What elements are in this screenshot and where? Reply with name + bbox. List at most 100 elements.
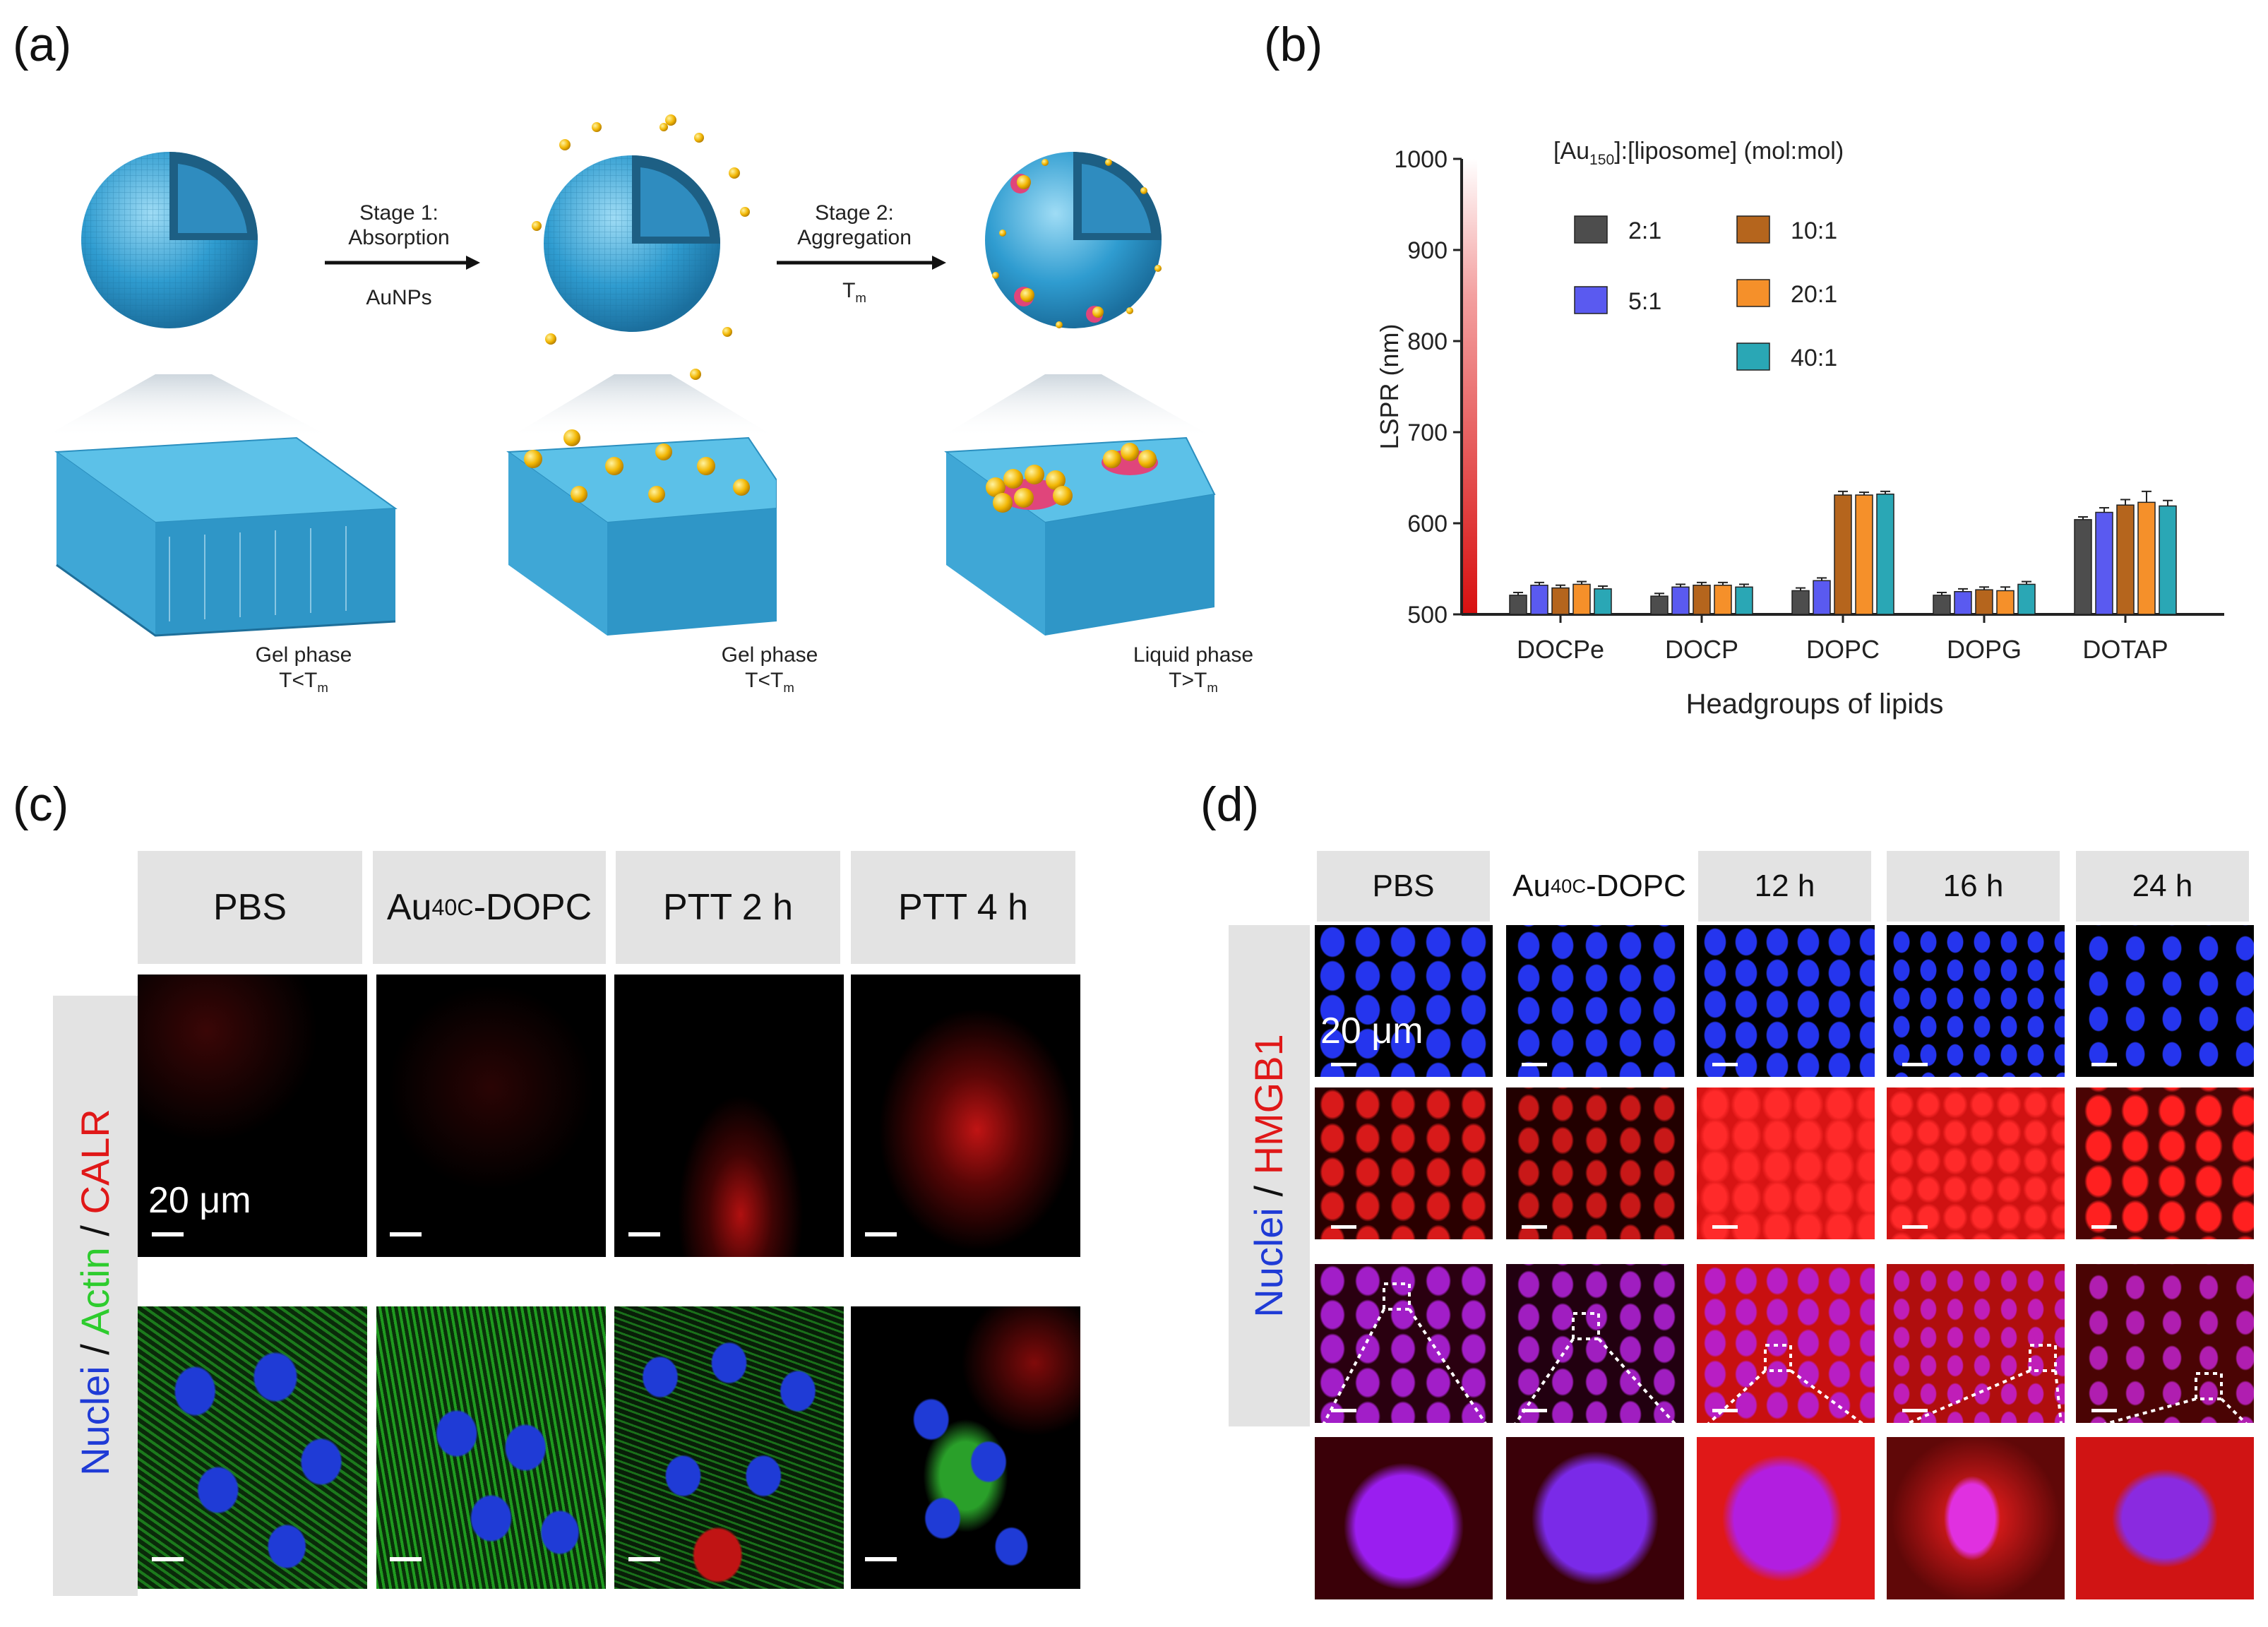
d-side-label: Nuclei / HMGB1 [1246, 1034, 1291, 1318]
lipid-bilayer-3 [944, 436, 1216, 636]
y-tick-label: 800 [1407, 328, 1448, 355]
legend-swatch [1736, 342, 1770, 371]
c-scalebar-6 [390, 1557, 422, 1561]
bar [2095, 511, 2113, 615]
d-side-label-box [1229, 925, 1310, 1426]
d-header-pbs: PBS [1317, 851, 1490, 922]
x-tick-label: DOCP [1665, 635, 1738, 664]
d-scalebar-12 [1522, 1409, 1547, 1412]
c-scalebar-5 [152, 1557, 184, 1561]
c-scalebar-8 [865, 1557, 897, 1561]
c-calr-au [376, 975, 606, 1257]
d-hmgb1-16h [1887, 1087, 2065, 1239]
stage2-text: Stage 2: Aggregation [797, 201, 912, 249]
d-nuclei-au [1506, 925, 1684, 1077]
c-merge-ptt2 [614, 1306, 844, 1589]
d-scale-text: 20 μm [1320, 1011, 1424, 1051]
phase-label-2: Gel phase T<Tm [721, 643, 818, 695]
y-axis-gradient-band [1463, 159, 1477, 614]
d-scalebar-6 [1331, 1225, 1356, 1229]
c-calr-pbs [138, 975, 367, 1257]
d-scalebar-4 [1902, 1063, 1928, 1066]
d-zoom-pbs [1315, 1437, 1493, 1599]
c-merge-au [376, 1306, 606, 1589]
bar [1530, 584, 1548, 615]
legend-label: 10:1 [1791, 217, 1837, 244]
d-nuclei-12h [1697, 925, 1875, 1077]
c-side-label: Nuclei / Actin / CALR [73, 1109, 117, 1476]
d-scalebar-2 [1522, 1063, 1547, 1066]
d-scalebar-8 [1712, 1225, 1738, 1229]
liposome-sphere-1 [42, 152, 332, 438]
d-scalebar-5 [2091, 1063, 2117, 1066]
d-merge-au [1506, 1264, 1684, 1423]
bar [1834, 494, 1852, 615]
lipid-bilayer-2 [506, 429, 777, 636]
bar [2074, 519, 2092, 615]
legend-swatch [1574, 286, 1608, 314]
stage2-below: Tm [842, 279, 866, 305]
lipid-bilayer-1 [54, 436, 398, 637]
c-header-au-dopc: Au 40C -DOPC [373, 851, 606, 964]
c-header-ptt-2h: PTT 2 h [616, 851, 840, 964]
legend-title: [Au150]:[liposome] (mol:mol) [1553, 138, 1844, 168]
c-header-pbs: PBS [138, 851, 362, 964]
x-tick-label: DOPC [1806, 635, 1880, 664]
stage1-text: Stage 1: Absorption [348, 201, 450, 249]
d-header-24h: 24 h [2076, 851, 2249, 922]
bar [1551, 587, 1570, 615]
d-merge-24h [2076, 1264, 2254, 1423]
x-tick-label: DOPG [1947, 635, 2022, 664]
bar [1791, 590, 1810, 615]
d-nuclei-pbs [1315, 925, 1493, 1077]
bar [1996, 590, 2015, 615]
bar [1813, 580, 1831, 615]
d-nuclei-16h [1887, 925, 2065, 1077]
legend-label: 2:1 [1628, 217, 1661, 244]
d-zoom-au [1506, 1437, 1684, 1599]
panel-b-label: (b) [1264, 18, 1323, 71]
legend-label: 20:1 [1791, 281, 1837, 308]
d-scalebar-1 [1331, 1063, 1356, 1066]
panel-d-label: (d) [1200, 777, 1260, 831]
c-scalebar-3 [628, 1232, 660, 1236]
legend-swatch [1574, 215, 1608, 244]
phase-label-3: Liquid phase T>Tm [1133, 643, 1254, 695]
d-scalebar-7 [1522, 1225, 1547, 1229]
bar [1855, 494, 1873, 615]
y-tick-label: 600 [1407, 511, 1448, 537]
c-calr-ptt4 [851, 975, 1080, 1257]
x-axis-label: Headgroups of lipids [1686, 689, 1944, 720]
d-scalebar-9 [1902, 1225, 1928, 1229]
d-nuclei-24h [2076, 925, 2254, 1077]
panel-c-label: (c) [13, 777, 69, 831]
c-merge-ptt4 [851, 1306, 1080, 1589]
liposome-sphere-3 [939, 152, 1214, 438]
lspr-bar-chart: 500 600 700 800 900 1000 LSPR (nm) Headgroups o… [1375, 146, 2224, 720]
bar [1671, 586, 1690, 615]
bar [2017, 583, 2036, 615]
d-hmgb1-12h [1697, 1087, 1875, 1239]
liposome-sphere-2 [508, 114, 777, 438]
d-hmgb1-pbs [1315, 1087, 1493, 1239]
bar [1693, 584, 1711, 615]
d-merge-pbs [1315, 1264, 1493, 1423]
c-scale-text: 20 μm [148, 1180, 251, 1221]
bar [1594, 588, 1612, 615]
panel-a-diagram-right [777, 152, 1216, 636]
d-zoom-guides [1319, 1282, 2254, 1431]
d-merge-12h [1697, 1264, 1875, 1423]
c-scalebar-2 [390, 1232, 422, 1236]
bar [1572, 583, 1591, 615]
bar [1509, 595, 1527, 615]
bar [1876, 493, 1894, 615]
d-scalebar-13 [1712, 1409, 1738, 1412]
d-scalebar-10 [2091, 1225, 2117, 1229]
bar [1933, 595, 1951, 615]
legend-swatch [1736, 279, 1770, 307]
d-scalebar-15 [2091, 1409, 2117, 1412]
legend-label: 5:1 [1628, 288, 1661, 315]
bar [2159, 505, 2177, 615]
d-scalebar-11 [1331, 1409, 1356, 1412]
y-axis-label: LSPR (nm) [1375, 323, 1404, 449]
